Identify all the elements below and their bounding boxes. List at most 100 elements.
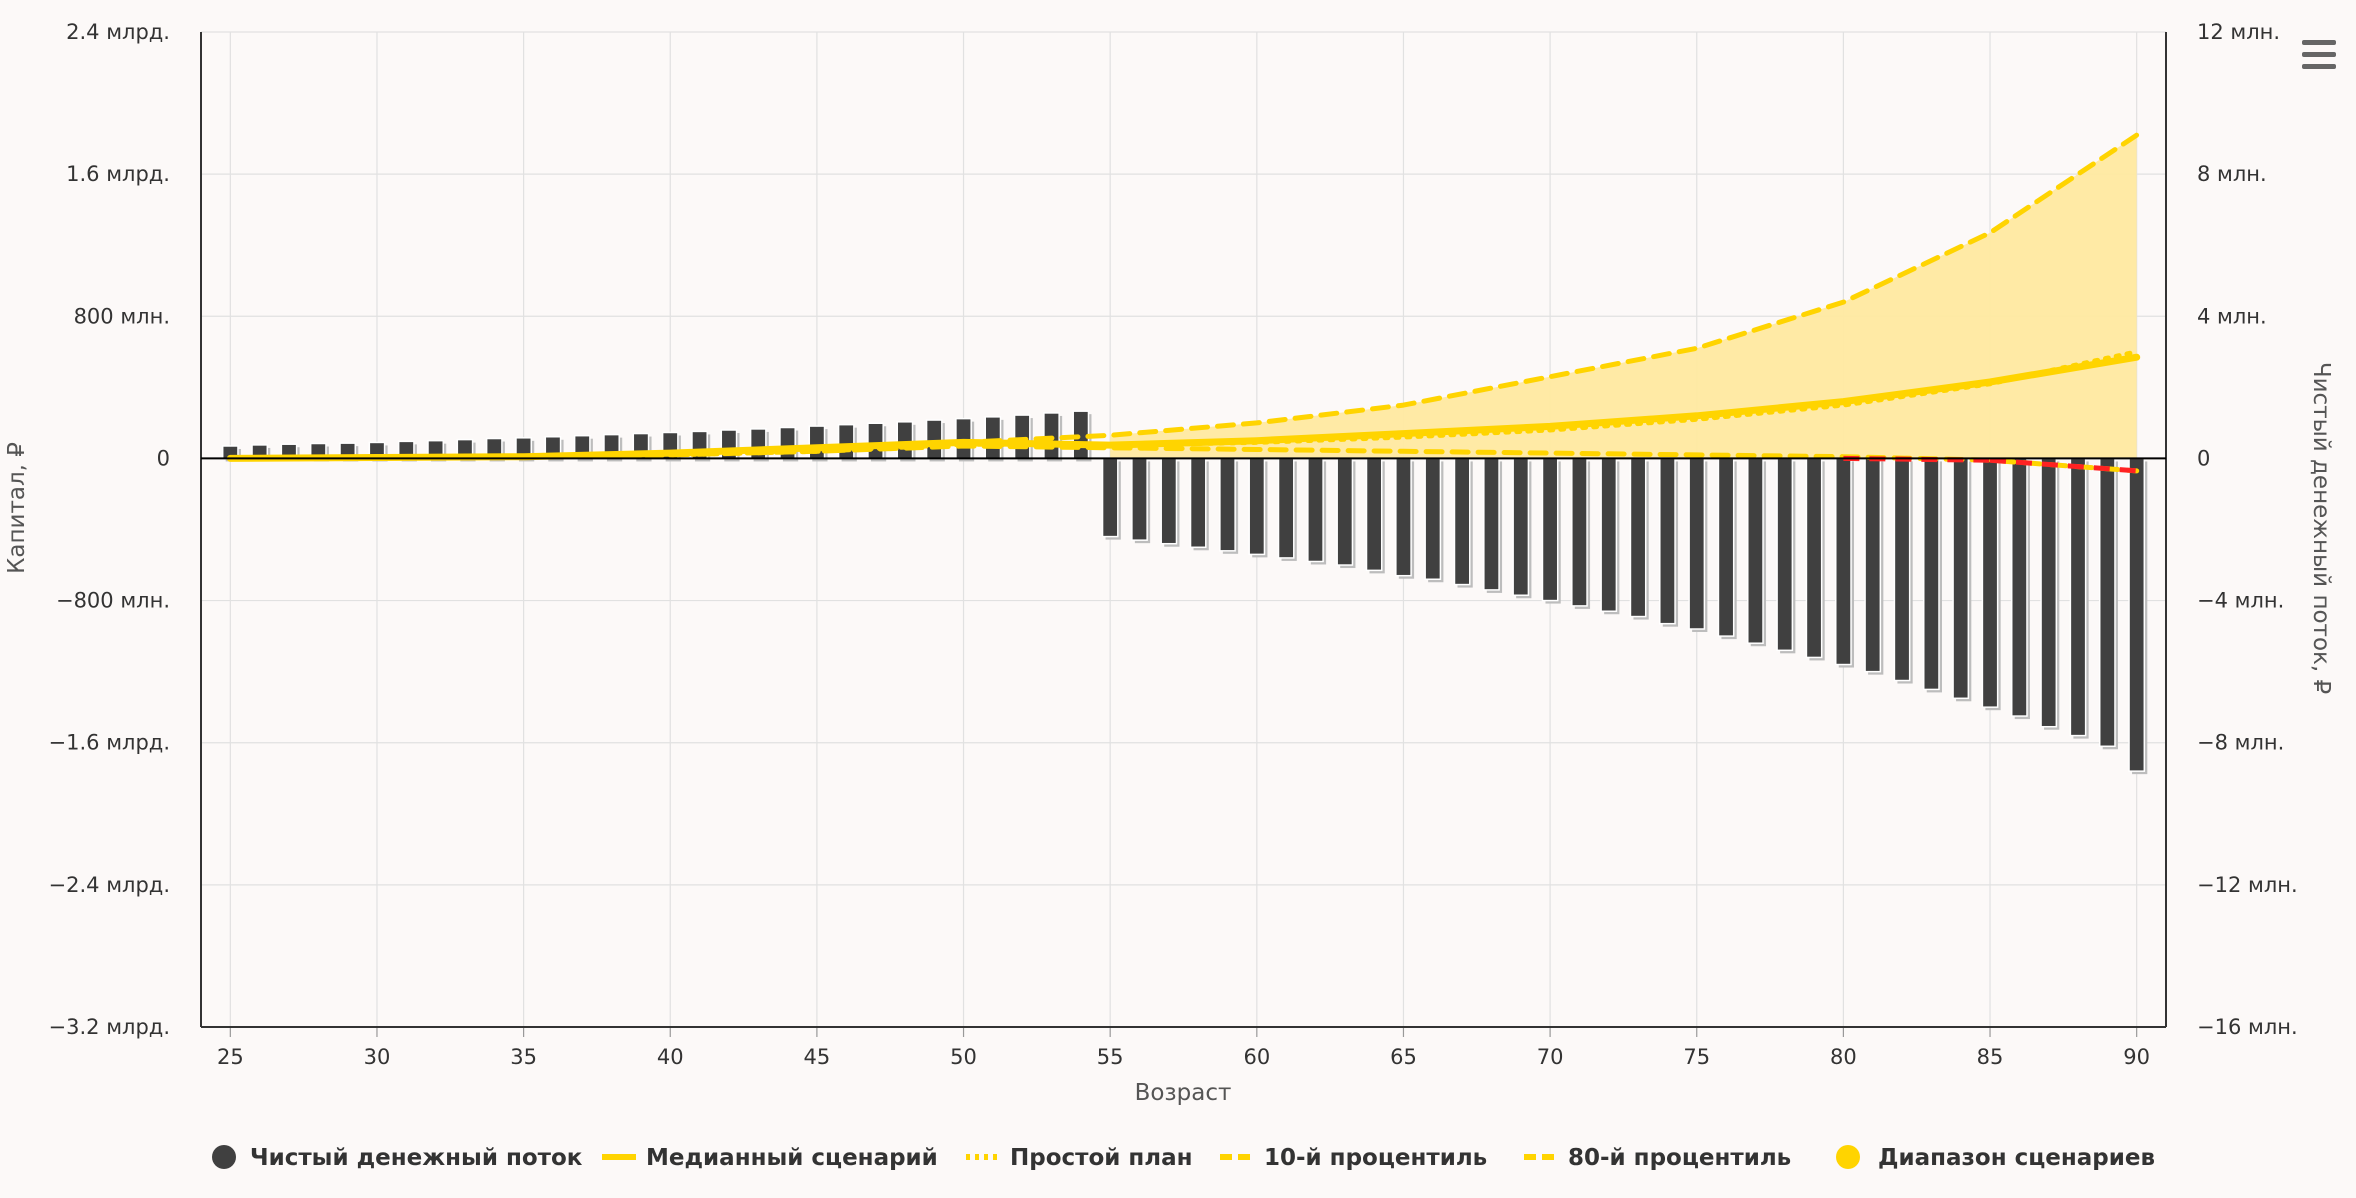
cashflow-bar[interactable]	[1512, 457, 1530, 596]
cashflow-bar[interactable]	[1160, 457, 1178, 545]
cashflow-bar[interactable]	[1688, 457, 1706, 630]
cashflow-bar[interactable]	[1013, 414, 1031, 460]
cashflow-bar[interactable]	[1483, 457, 1500, 591]
cashflow-bar[interactable]	[1747, 457, 1764, 644]
x-axis-tick-label: 75	[1683, 1045, 1710, 1069]
legend-label: Диапазон сценариев	[1878, 1145, 2155, 1171]
cashflow-bar[interactable]	[1981, 457, 1999, 708]
menu-icon-line	[2302, 64, 2336, 69]
legend-label: 10-й процентиль	[1264, 1145, 1487, 1171]
cashflow-bar[interactable]	[2069, 457, 2087, 737]
cashflow-bars	[221, 410, 2148, 775]
right-axis-tick-label: −12 млн.	[2197, 873, 2298, 897]
menu-icon[interactable]	[2296, 32, 2340, 72]
right-axis-tick-label: 4 млн.	[2197, 304, 2267, 328]
scenario-range-area	[1110, 135, 2137, 459]
right-axis-tick-label: −8 млн.	[2197, 731, 2284, 755]
left-axis-tick-label: −800 млн.	[56, 589, 170, 613]
left-axis-tick-label: 800 млн.	[74, 304, 170, 328]
cashflow-bar[interactable]	[1277, 457, 1295, 559]
legend-label: Медианный сценарий	[646, 1145, 938, 1171]
legend-item[interactable]: Диапазон сценариев	[1836, 1145, 2155, 1171]
x-axis-tick-label: 45	[804, 1045, 831, 1069]
cashflow-bar[interactable]	[984, 416, 1002, 460]
cashflow-bar[interactable]	[1248, 457, 1266, 556]
cashflow-bar[interactable]	[1922, 457, 1940, 691]
cashflow-bar[interactable]	[1659, 457, 1676, 625]
cashflow-bar[interactable]	[1541, 457, 1559, 602]
left-axis-tick-label: 0	[157, 446, 170, 470]
left-axis-tick-label: 2.4 млрд.	[66, 20, 170, 44]
cashflow-bar[interactable]	[2010, 457, 2028, 717]
x-axis-tick-label: 65	[1390, 1045, 1417, 1069]
cashflow-bar[interactable]	[1600, 457, 1618, 612]
cashflow-bar[interactable]	[1307, 457, 1324, 563]
legend-label: Простой план	[1010, 1145, 1193, 1171]
legend-item[interactable]: 80-й процентиль	[1524, 1145, 1791, 1171]
legend: Чистый денежный поток Медианный сценарий П…	[212, 1145, 2155, 1171]
legend-symbol-circle	[1836, 1145, 1860, 1169]
x-axis-tick-label: 60	[1243, 1045, 1270, 1069]
legend-label: Чистый денежный поток	[250, 1145, 583, 1171]
median-line[interactable]	[226, 353, 2141, 462]
cashflow-bar[interactable]	[1864, 457, 1882, 673]
right-axis-tick-label: −4 млн.	[2197, 589, 2284, 613]
x-axis-title: Возраст	[1135, 1080, 1232, 1106]
cashflow-bar[interactable]	[1219, 457, 1236, 552]
legend-symbol-circle	[212, 1145, 236, 1169]
x-axis-tick-label: 30	[364, 1045, 391, 1069]
cashflow-bar[interactable]	[1629, 457, 1647, 618]
left-axis-tick-label: −2.4 млрд.	[49, 873, 170, 897]
axes	[200, 32, 2167, 1037]
x-axis-tick-label: 50	[950, 1045, 977, 1069]
tick-labels: 2.4 млрд. 1.6 млрд. 800 млн. 0 −800 млн. −1.6…	[49, 20, 2298, 1069]
x-axis-tick-label: 35	[510, 1045, 537, 1069]
cashflow-bar[interactable]	[2040, 457, 2058, 728]
cashflow-bar[interactable]	[1131, 457, 1148, 541]
cashflow-bar[interactable]	[1101, 457, 1119, 538]
right-axis-tick-label: −16 млн.	[2197, 1015, 2298, 1039]
left-axis-title: Капитал, ₽	[4, 442, 30, 574]
legend-item[interactable]: Чистый денежный поток	[212, 1145, 583, 1171]
x-axis-tick-label: 40	[657, 1045, 684, 1069]
cashflow-bar[interactable]	[1424, 457, 1442, 580]
cashflow-bar[interactable]	[1805, 457, 1823, 659]
cashflow-bar[interactable]	[955, 417, 972, 460]
x-axis-tick-label: 25	[217, 1045, 244, 1069]
legend-item[interactable]: Медианный сценарий	[602, 1145, 938, 1171]
cashflow-bar[interactable]	[896, 421, 914, 460]
legend-item[interactable]: 10-й процентиль	[1220, 1145, 1487, 1171]
cashflow-bar[interactable]	[1952, 457, 1970, 700]
cashflow-bar[interactable]	[1189, 457, 1207, 549]
cashflow-bar[interactable]	[925, 419, 943, 460]
cashflow-bar[interactable]	[1717, 457, 1735, 637]
cashflow-bar[interactable]	[1893, 457, 1911, 682]
cashflow-bar[interactable]	[2128, 457, 2146, 772]
cashflow-bar[interactable]	[837, 423, 855, 460]
cashflow-bar[interactable]	[1835, 457, 1852, 666]
scenario-lines	[226, 132, 2141, 474]
left-axis-tick-label: −3.2 млрд.	[49, 1015, 170, 1039]
cashflow-bar[interactable]	[2098, 457, 2116, 748]
right-axis-tick-label: 8 млн.	[2197, 162, 2267, 186]
x-axis-tick-label: 80	[1830, 1045, 1857, 1069]
x-axis-tick-label: 85	[1977, 1045, 2004, 1069]
x-axis-tick-label: 70	[1537, 1045, 1564, 1069]
cashflow-bar[interactable]	[1453, 457, 1471, 586]
cashflow-bar[interactable]	[1365, 457, 1383, 572]
menu-icon-line	[2302, 52, 2336, 57]
legend-item[interactable]: Простой план	[966, 1145, 1193, 1171]
cashflow-bar[interactable]	[1571, 457, 1588, 607]
legend-label: 80-й процентиль	[1568, 1145, 1791, 1171]
cashflow-bar[interactable]	[1336, 457, 1354, 566]
cashflow-bar[interactable]	[1395, 457, 1412, 577]
right-axis-title: Чистый денежный поток, ₽	[2308, 362, 2334, 694]
left-axis-tick-label: 1.6 млрд.	[66, 162, 170, 186]
right-axis-tick-label: 12 млн.	[2197, 20, 2280, 44]
right-axis-tick-label: 0	[2197, 446, 2210, 470]
scenario-range-fill	[1110, 135, 2137, 459]
cashflow-bar[interactable]	[867, 422, 884, 460]
cashflow-bar[interactable]	[1776, 457, 1794, 652]
